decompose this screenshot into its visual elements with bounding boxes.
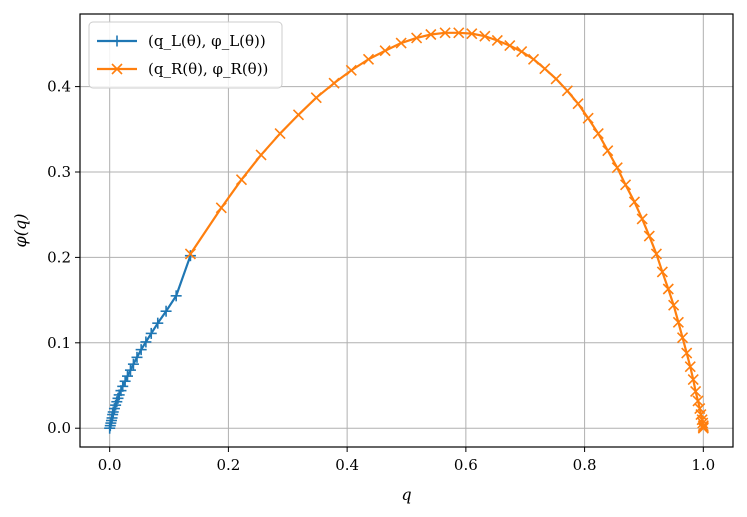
legend-marker-1 — [111, 35, 123, 47]
legend-box — [88, 21, 283, 89]
series-2-point — [582, 112, 594, 124]
series-1-point — [135, 344, 147, 356]
series-2-point — [184, 248, 196, 260]
x-tick-label: 0.8 — [573, 456, 597, 474]
y-tick-label: 0.4 — [47, 78, 71, 96]
series-2-point — [656, 266, 668, 278]
series-2-point — [235, 174, 248, 186]
series-1-point — [124, 364, 136, 376]
series-1-point — [127, 358, 139, 370]
series-2-point — [687, 373, 699, 386]
series-2-point — [684, 361, 696, 373]
series-2-point — [672, 316, 684, 328]
series-2-point — [676, 332, 689, 344]
series-1-point — [145, 327, 157, 339]
series-2-point — [592, 128, 604, 140]
series-2-point — [255, 149, 267, 161]
series-2-point — [395, 37, 407, 49]
series-2-point — [504, 40, 516, 52]
y-tick-label: 0.2 — [47, 248, 71, 266]
series-2-point — [491, 34, 503, 47]
series-layer — [104, 27, 709, 434]
series-2-point — [516, 46, 528, 58]
x-tick-label: 0.2 — [216, 456, 240, 474]
series-1-point — [117, 380, 129, 392]
ticks: 0.0 0.2 0.4 0.6 0.8 1.0 0.0 0.1 0.2 0.3 0.4 — [47, 78, 715, 474]
series-1-point — [152, 317, 164, 329]
series-2-point — [550, 73, 562, 85]
series-2-point — [697, 422, 709, 434]
series-2-point — [292, 109, 305, 121]
legend-label-1: (q_L(θ), φ_L(θ)) — [148, 32, 266, 50]
series-1-point — [121, 370, 133, 382]
series-2-point — [643, 230, 655, 242]
y-tick-label: 0.1 — [47, 334, 71, 352]
legend-label-2: (q_R(θ), φ_R(θ)) — [148, 60, 268, 78]
series-1-point — [131, 351, 143, 363]
series-2-point — [697, 420, 709, 432]
series-2-point — [681, 347, 693, 359]
series-2-point — [425, 28, 437, 41]
series-2-point — [539, 63, 551, 75]
series-2-point — [628, 196, 641, 208]
series-2-point — [527, 53, 540, 65]
series-2-point — [561, 85, 573, 97]
legend: (q_L(θ), φ_L(θ)) (q_R(θ), φ_R(θ)) — [88, 21, 283, 89]
series-2-point — [662, 283, 674, 295]
x-tick-label: 0.6 — [454, 456, 478, 474]
series-2-point — [690, 385, 702, 398]
series-line-2 — [189, 31, 705, 429]
plot-frame — [79, 13, 734, 448]
series-2-point — [345, 64, 357, 76]
series-1-point — [160, 305, 172, 317]
y-tick-label: 0.0 — [47, 419, 71, 437]
series-2-point — [379, 45, 391, 57]
legend-marker-2 — [111, 63, 123, 75]
x-tick-label: 0.0 — [98, 456, 122, 474]
series-1-point — [140, 336, 152, 348]
series-2-point — [310, 92, 322, 104]
series-2-point — [215, 202, 227, 214]
series-2-point — [411, 32, 423, 44]
series-2-point — [466, 28, 478, 40]
series-2-point — [636, 213, 648, 225]
series-2-point — [602, 145, 614, 157]
y-tick-label: 0.3 — [47, 163, 71, 181]
series-2-point — [479, 30, 491, 42]
series-2-point — [328, 77, 340, 89]
series-2-point — [668, 299, 680, 311]
series-2-point — [439, 27, 451, 39]
series-2-point — [453, 27, 465, 39]
series-2-point — [274, 128, 286, 140]
y-axis-label: φ(q) — [11, 214, 30, 248]
series-1-point — [184, 250, 196, 262]
series-2-point — [619, 179, 632, 191]
series-2-point — [572, 98, 584, 110]
series-2-point — [650, 248, 662, 260]
x-tick-label: 0.4 — [335, 456, 359, 474]
series-1-point — [119, 375, 131, 387]
series-2-point — [611, 162, 623, 174]
series-2-point — [362, 53, 375, 65]
x-tick-label: 1.0 — [691, 456, 715, 474]
series-1-point — [170, 290, 182, 302]
x-axis-label: q — [401, 485, 411, 504]
